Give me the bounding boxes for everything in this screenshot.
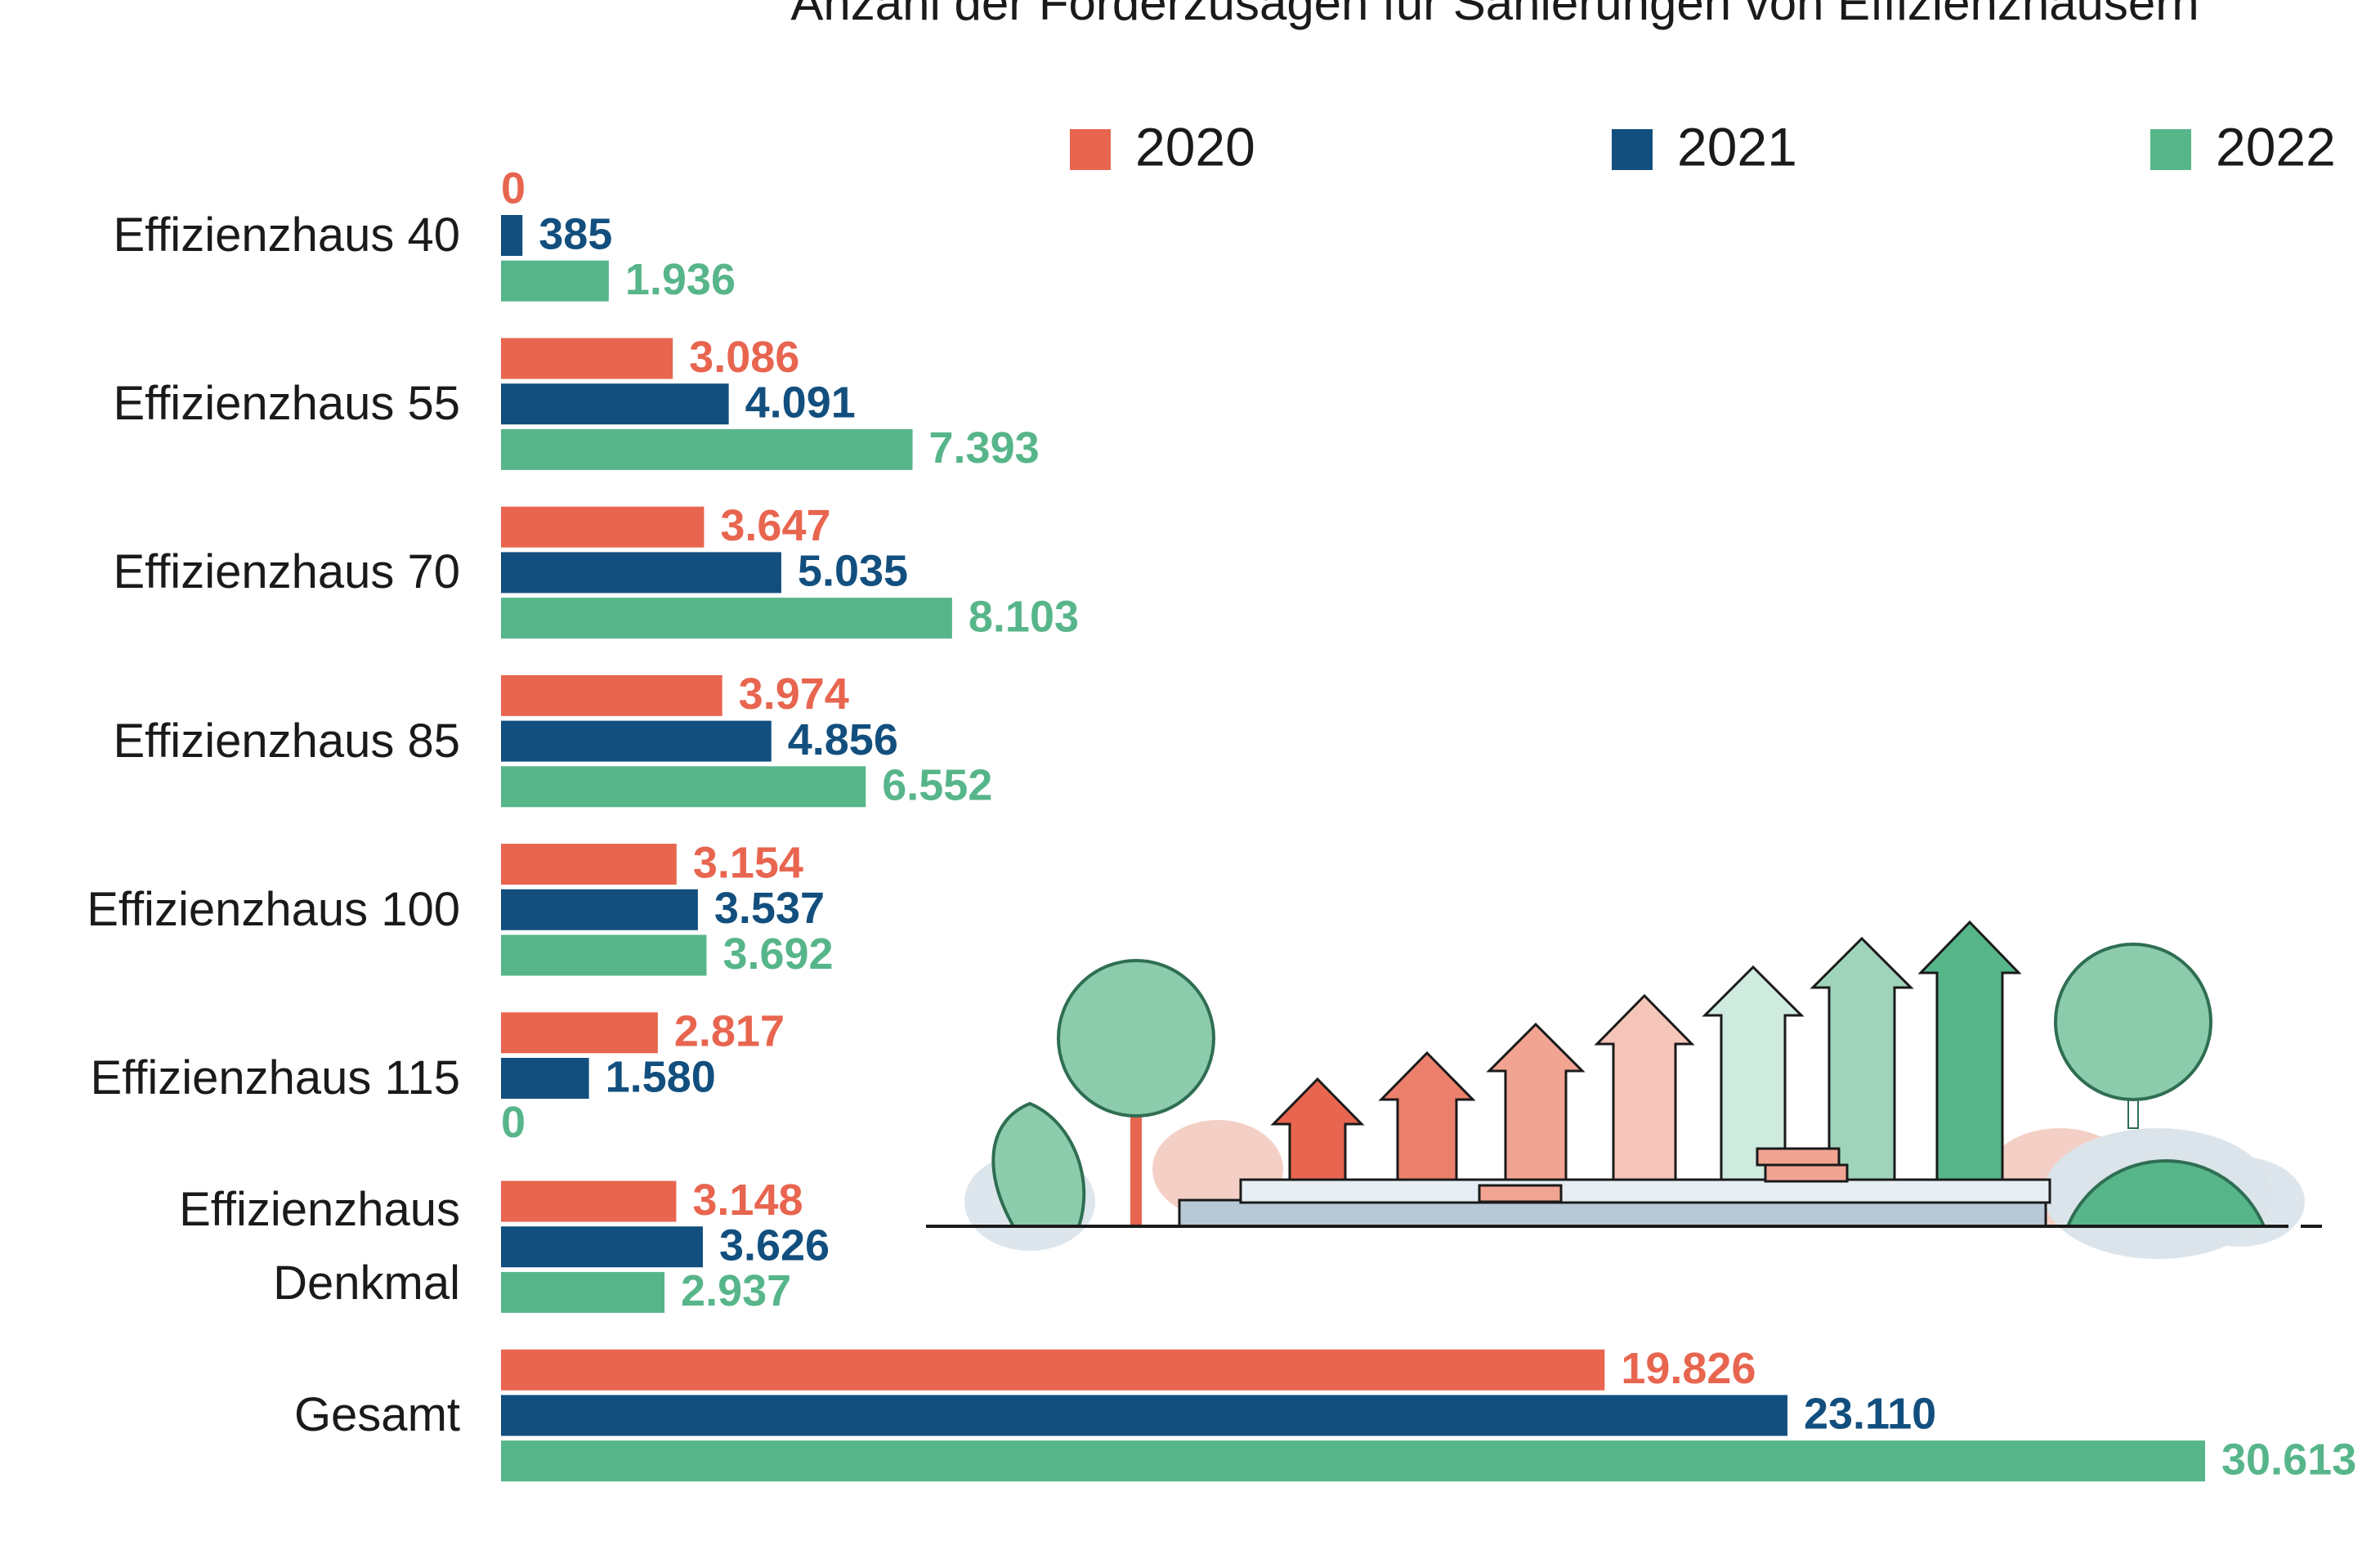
- bar: [501, 261, 609, 302]
- value-label: 4.091: [745, 378, 856, 427]
- value-label: 23.110: [1804, 1390, 1936, 1439]
- value-label: 4.856: [788, 715, 898, 764]
- value-label: 1.580: [606, 1052, 716, 1101]
- chart-title: Anzahl der Förderzusagen für Sanierungen…: [790, 0, 2199, 30]
- bar: [501, 1395, 1787, 1436]
- value-label: 0: [501, 1098, 526, 1147]
- category-label: Effizienzhaus 115: [0, 1042, 460, 1115]
- bar: [501, 338, 673, 379]
- value-label: 6.552: [882, 761, 992, 810]
- value-label: 0: [501, 164, 526, 213]
- bar: [501, 215, 522, 256]
- category-label: Effizienzhaus 40: [0, 199, 460, 272]
- value-label: 385: [539, 209, 612, 258]
- category-label: Gesamt: [0, 1378, 460, 1452]
- value-label: 2.817: [674, 1007, 785, 1056]
- category-label: Effizienzhaus 55: [0, 367, 460, 441]
- category-label: Effizienzhaus 85: [0, 705, 460, 778]
- bar: [501, 721, 772, 762]
- bar: [501, 598, 952, 638]
- category-label: Effizienzhaus 70: [0, 535, 460, 609]
- bar: [501, 383, 729, 424]
- value-label: 3.626: [719, 1221, 830, 1270]
- bar: [501, 844, 677, 885]
- bar: [501, 1440, 2205, 1481]
- value-label: 3.154: [693, 838, 803, 887]
- bar: [501, 766, 866, 807]
- bar: [501, 889, 698, 930]
- value-label: 8.103: [969, 592, 1079, 641]
- illustration: [926, 922, 2322, 1259]
- legend-label: 2021: [1677, 116, 1797, 177]
- bar: [501, 1181, 676, 1222]
- bar: [501, 675, 722, 716]
- legend-swatch: [1070, 129, 1111, 170]
- value-label: 3.086: [689, 333, 799, 382]
- bar: [501, 429, 913, 470]
- bar: [501, 935, 706, 976]
- value-label: 7.393: [929, 423, 1040, 473]
- bar: [501, 1012, 658, 1053]
- value-label: 5.035: [798, 547, 908, 596]
- bar: [501, 507, 704, 548]
- value-label: 1.936: [625, 255, 736, 304]
- bar: [501, 1226, 703, 1267]
- page: {"chart_data": { "type": "bar", "orienta…: [0, 0, 2380, 1559]
- category-label: Effizienzhaus 100: [0, 873, 460, 947]
- value-label: 3.647: [720, 501, 830, 550]
- value-label: 19.826: [1621, 1344, 1756, 1393]
- bar: [501, 1350, 1604, 1391]
- value-label: 3.148: [692, 1176, 803, 1225]
- value-label: 3.974: [739, 670, 849, 719]
- legend-swatch: [2150, 129, 2191, 170]
- category-label: Effizienzhaus Denkmal: [0, 1173, 460, 1320]
- bar: [501, 1272, 664, 1313]
- legend-swatch: [1612, 129, 1653, 170]
- legend-label: 2022: [2216, 116, 2336, 177]
- bar: [501, 552, 781, 593]
- value-label: 30.613: [2221, 1435, 2356, 1484]
- bar: [501, 1058, 589, 1099]
- legend-label: 2020: [1135, 116, 1255, 177]
- value-label: 3.692: [722, 930, 833, 979]
- value-label: 2.937: [681, 1266, 791, 1315]
- value-label: 3.537: [714, 884, 825, 933]
